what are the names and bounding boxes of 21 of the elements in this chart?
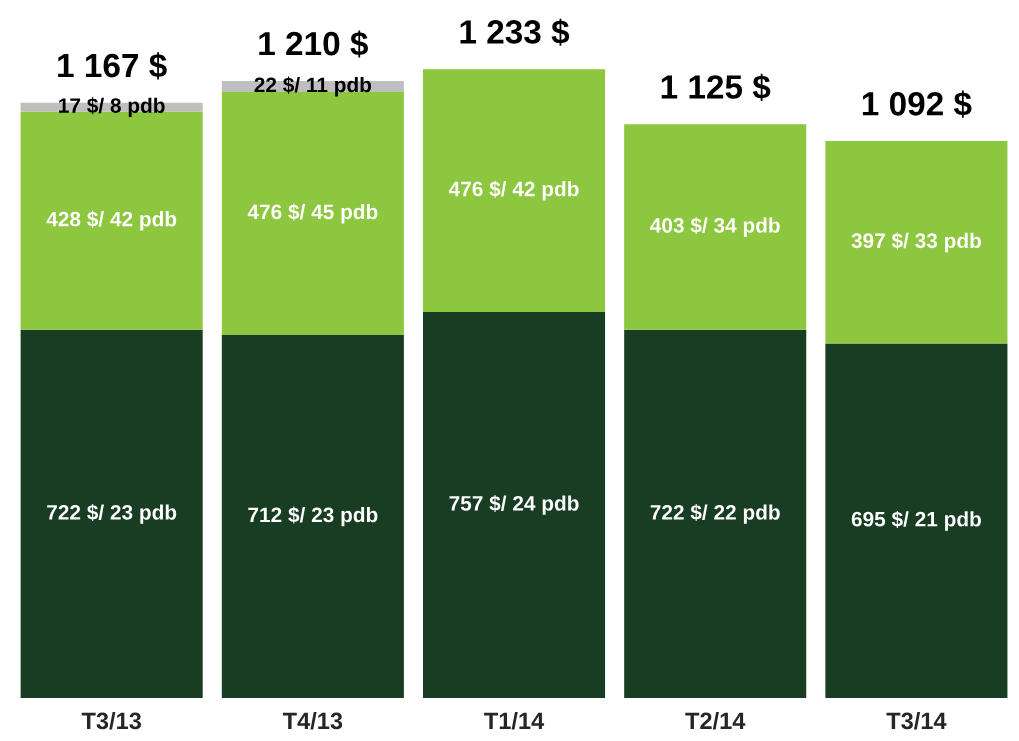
x-tick-label: T4/13 (282, 711, 343, 730)
total-label: 1 233 $ (460, 18, 570, 46)
data-label: 428 $/ 42 pdb (46, 210, 177, 231)
total-label: 1 210 $ (259, 30, 368, 58)
data-label: 476 $/ 45 pdb (247, 203, 378, 224)
data-label: 403 $/ 34 pdb (650, 217, 780, 237)
data-label: 695 $/ 21 pdb (851, 510, 981, 531)
x-tick-label: T2/14 (685, 711, 746, 730)
data-label: 722 $/ 22 pdb (650, 504, 780, 524)
x-tick-label: T3/13 (81, 711, 141, 730)
x-tick-label: T1/14 (484, 711, 545, 730)
data-label: 722 $/ 23 pdb (47, 504, 177, 524)
total-label: 1 167 $ (58, 52, 167, 80)
x-tick-label: T3/14 (886, 711, 947, 730)
data-label: 397 $/ 33 pdb (851, 232, 981, 253)
data-label: 712 $/ 23 pdb (248, 506, 378, 527)
total-label: 1 092 $ (862, 90, 972, 118)
data-label: 22 $/ 11 pdb (254, 76, 372, 97)
data-label: 476 $/ 42 pdb (448, 180, 579, 201)
data-label: 757 $/ 24 pdb (449, 495, 579, 515)
total-label: 1 125 $ (661, 73, 771, 101)
